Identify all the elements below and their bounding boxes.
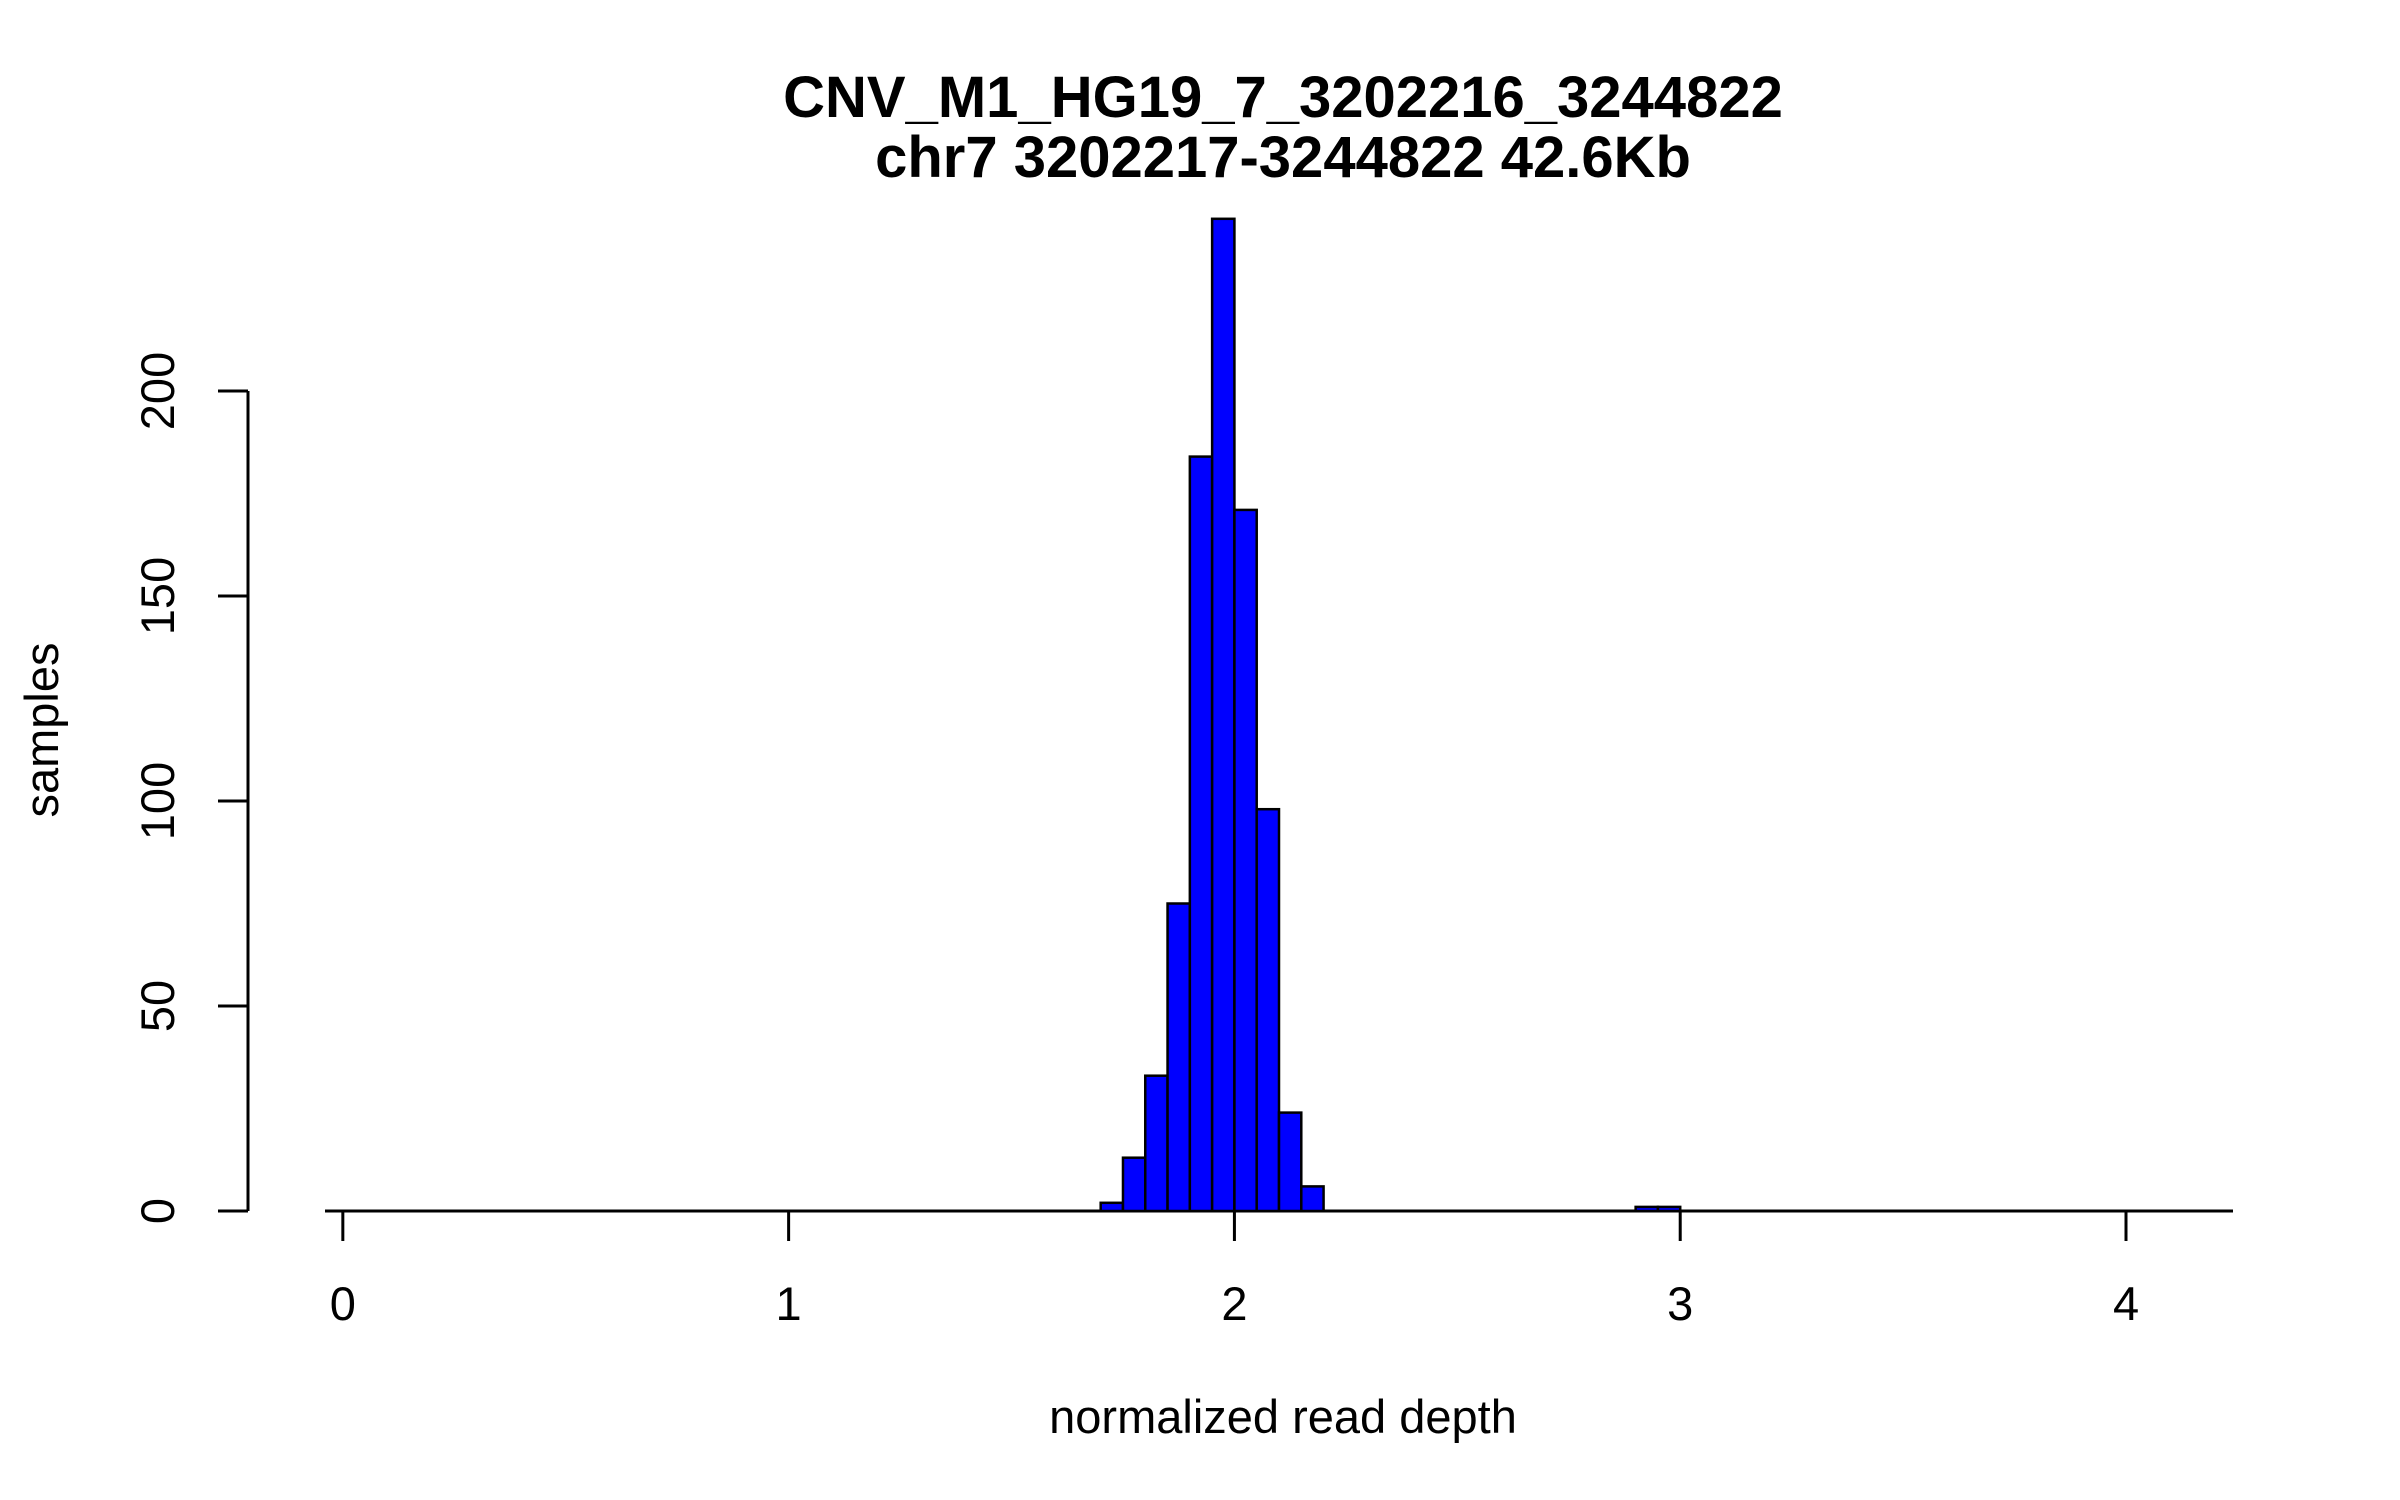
- histogram-bar: [1277, 1111, 1303, 1213]
- x-tick-label: 0: [330, 1277, 356, 1330]
- histogram-bar: [1210, 217, 1236, 1213]
- histogram-bar: [1188, 455, 1214, 1213]
- x-axis-label: normalized read depth: [1049, 1390, 1517, 1443]
- histogram-bar: [1634, 1205, 1660, 1213]
- x-tick-label: 3: [1667, 1277, 1693, 1330]
- y-tick-label: 0: [131, 1198, 184, 1224]
- histogram-bars: [1099, 217, 1682, 1213]
- histogram-bar: [1656, 1205, 1682, 1213]
- x-axis: 0 1 2 3 4: [330, 1209, 2139, 1330]
- y-tick-label: 50: [131, 980, 184, 1032]
- histogram-bar: [1099, 1201, 1125, 1213]
- chart-title: CNV_M1_HG19_7_3202216_3244822: [783, 65, 1783, 130]
- y-tick-label: 150: [131, 557, 184, 635]
- x-tick-label: 1: [776, 1277, 802, 1330]
- x-tick-label: 2: [1221, 1277, 1247, 1330]
- histogram-bar: [1166, 902, 1192, 1213]
- y-axis: 0 50 100 150 200: [131, 352, 250, 1224]
- histogram-bar: [1121, 1156, 1147, 1213]
- histogram-bar: [1233, 508, 1258, 1213]
- y-tick-label: 100: [131, 762, 184, 840]
- histogram-bar: [1255, 807, 1281, 1213]
- y-tick-label: 200: [131, 352, 184, 430]
- x-tick-label: 4: [2113, 1277, 2139, 1330]
- chart-subtitle: chr7 3202217-3244822 42.6Kb: [875, 125, 1691, 190]
- y-axis-label: samples: [15, 642, 68, 817]
- histogram-bar: [1300, 1185, 1325, 1213]
- histogram-bar: [1144, 1074, 1169, 1213]
